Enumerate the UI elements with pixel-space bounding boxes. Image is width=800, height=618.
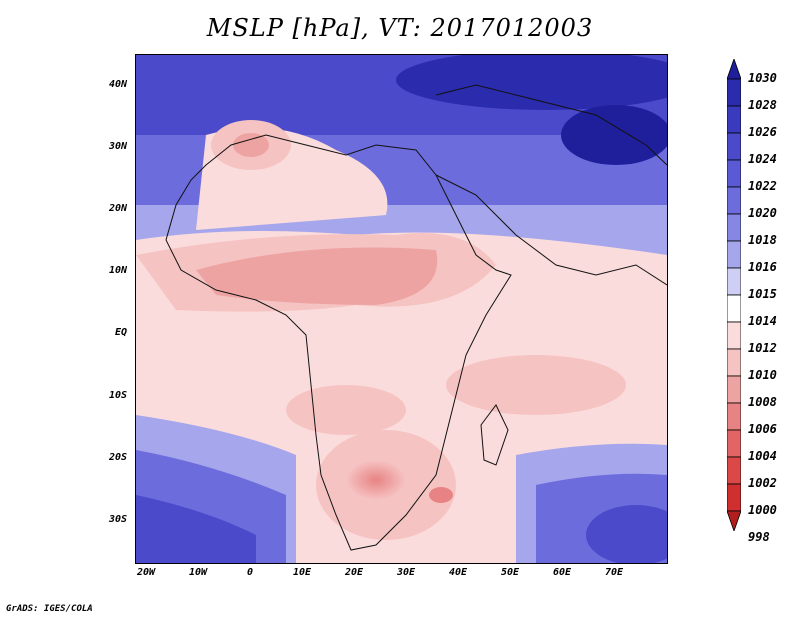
colorbar-segment bbox=[727, 348, 741, 377]
colorbar-segment bbox=[727, 186, 741, 215]
colorbar-segment bbox=[727, 105, 741, 134]
colorbar-segment bbox=[727, 294, 741, 323]
lon-label-40e: 40E bbox=[448, 567, 468, 578]
colorbar-bottom-cap bbox=[727, 510, 741, 531]
colorbar-label: 1004 bbox=[748, 449, 777, 463]
colorbar-label: 1012 bbox=[748, 341, 777, 355]
colorbar-label: 1014 bbox=[748, 314, 777, 328]
colorbar-top-cap bbox=[727, 59, 741, 80]
lon-label-10e: 10E bbox=[292, 567, 312, 578]
colorbar-label: 998 bbox=[748, 530, 770, 544]
colorbar-label: 1006 bbox=[748, 422, 777, 436]
colorbar-label: 1020 bbox=[748, 206, 777, 220]
pressure-field bbox=[136, 55, 667, 563]
colorbar-segment bbox=[727, 375, 741, 404]
colorbar-label: 1018 bbox=[748, 233, 777, 247]
colorbar-segment bbox=[727, 267, 741, 296]
colorbar-segment bbox=[727, 483, 741, 512]
colorbar-segment bbox=[727, 132, 741, 161]
lat-label-10n: 10N bbox=[108, 265, 127, 276]
colorbar-label: 1010 bbox=[748, 368, 777, 382]
colorbar-segment bbox=[727, 78, 741, 107]
colorbar-label: 1002 bbox=[748, 476, 777, 490]
colorbar-segment bbox=[727, 429, 741, 458]
lon-label-30e: 30E bbox=[396, 567, 416, 578]
colorbar-label: 1000 bbox=[748, 503, 777, 517]
lon-label-60e: 60E bbox=[552, 567, 572, 578]
lat-label-40n: 40N bbox=[108, 79, 127, 90]
lat-label-30n: 30N bbox=[108, 141, 127, 152]
colorbar-label: 1008 bbox=[748, 395, 777, 409]
lon-label-50e: 50E bbox=[500, 567, 520, 578]
colorbar-segment bbox=[727, 240, 741, 269]
colorbar-label: 1030 bbox=[748, 71, 777, 85]
pressure-map bbox=[135, 54, 668, 564]
map-title: MSLP [hPa], VT: 2017012003 bbox=[206, 14, 594, 42]
lat-label-10s: 10S bbox=[108, 390, 127, 401]
lat-label-30s: 30S bbox=[108, 514, 127, 525]
colorbar-segment bbox=[727, 321, 741, 350]
colorbar-segment bbox=[727, 456, 741, 485]
lat-label-eq: EQ bbox=[114, 327, 127, 338]
lon-label-20e: 20E bbox=[344, 567, 364, 578]
lon-label-0: 0 bbox=[246, 567, 254, 578]
grads-credit: GrADS: IGES/COLA bbox=[6, 604, 93, 614]
lat-label-20n: 20N bbox=[108, 203, 127, 214]
colorbar-segment bbox=[727, 402, 741, 431]
colorbar-label: 1022 bbox=[748, 179, 777, 193]
lon-label-20w: 20W bbox=[136, 567, 156, 578]
lon-label-70e: 70E bbox=[604, 567, 624, 578]
colorbar-segment bbox=[727, 159, 741, 188]
colorbar-label: 1024 bbox=[748, 152, 777, 166]
colorbar-label: 1015 bbox=[748, 287, 777, 301]
colorbar-label: 1026 bbox=[748, 125, 777, 139]
colorbar-segment bbox=[727, 213, 741, 242]
colorbar bbox=[727, 59, 741, 531]
lat-label-20s: 20S bbox=[108, 452, 127, 463]
lon-label-10w: 10W bbox=[188, 567, 208, 578]
colorbar-label: 1028 bbox=[748, 98, 777, 112]
colorbar-label: 1016 bbox=[748, 260, 777, 274]
